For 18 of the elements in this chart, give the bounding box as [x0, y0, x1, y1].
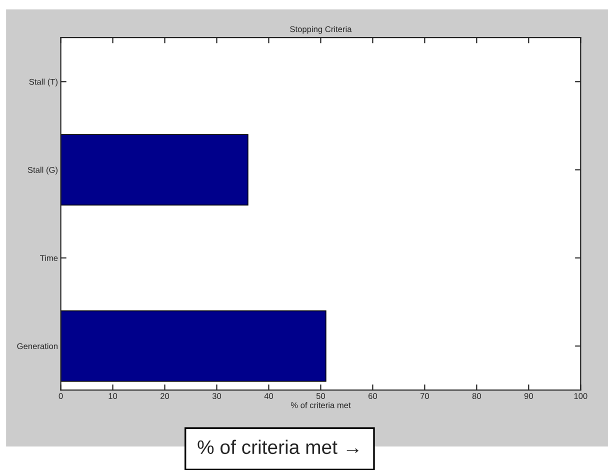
x-tick-label: 30 [212, 393, 222, 399]
x-tick-label: 20 [160, 393, 170, 399]
y-tick-label: Stall (G) [28, 166, 58, 175]
x-tick-label: 50 [316, 393, 326, 399]
x-tick-label: 40 [264, 393, 274, 399]
y-tick-label: Generation [17, 343, 58, 350]
text: % of criteria met → [198, 440, 358, 454]
x-tick-label: 60 [368, 393, 378, 399]
y-tick-label: Time [40, 254, 58, 262]
x-tick-label: 80 [472, 393, 481, 399]
x-tick-label: 70 [420, 393, 429, 399]
x-tick-label: 90 [524, 393, 533, 399]
x-tick-label: 0 [58, 393, 63, 399]
x-tick-label: 10 [108, 393, 118, 399]
x-axis-title: % of criteria met [290, 402, 351, 408]
chart-title: Stopping Criteria [290, 26, 352, 34]
x-tick-label: 100 [574, 393, 588, 399]
y-tick-label: Stall (T) [29, 78, 58, 86]
